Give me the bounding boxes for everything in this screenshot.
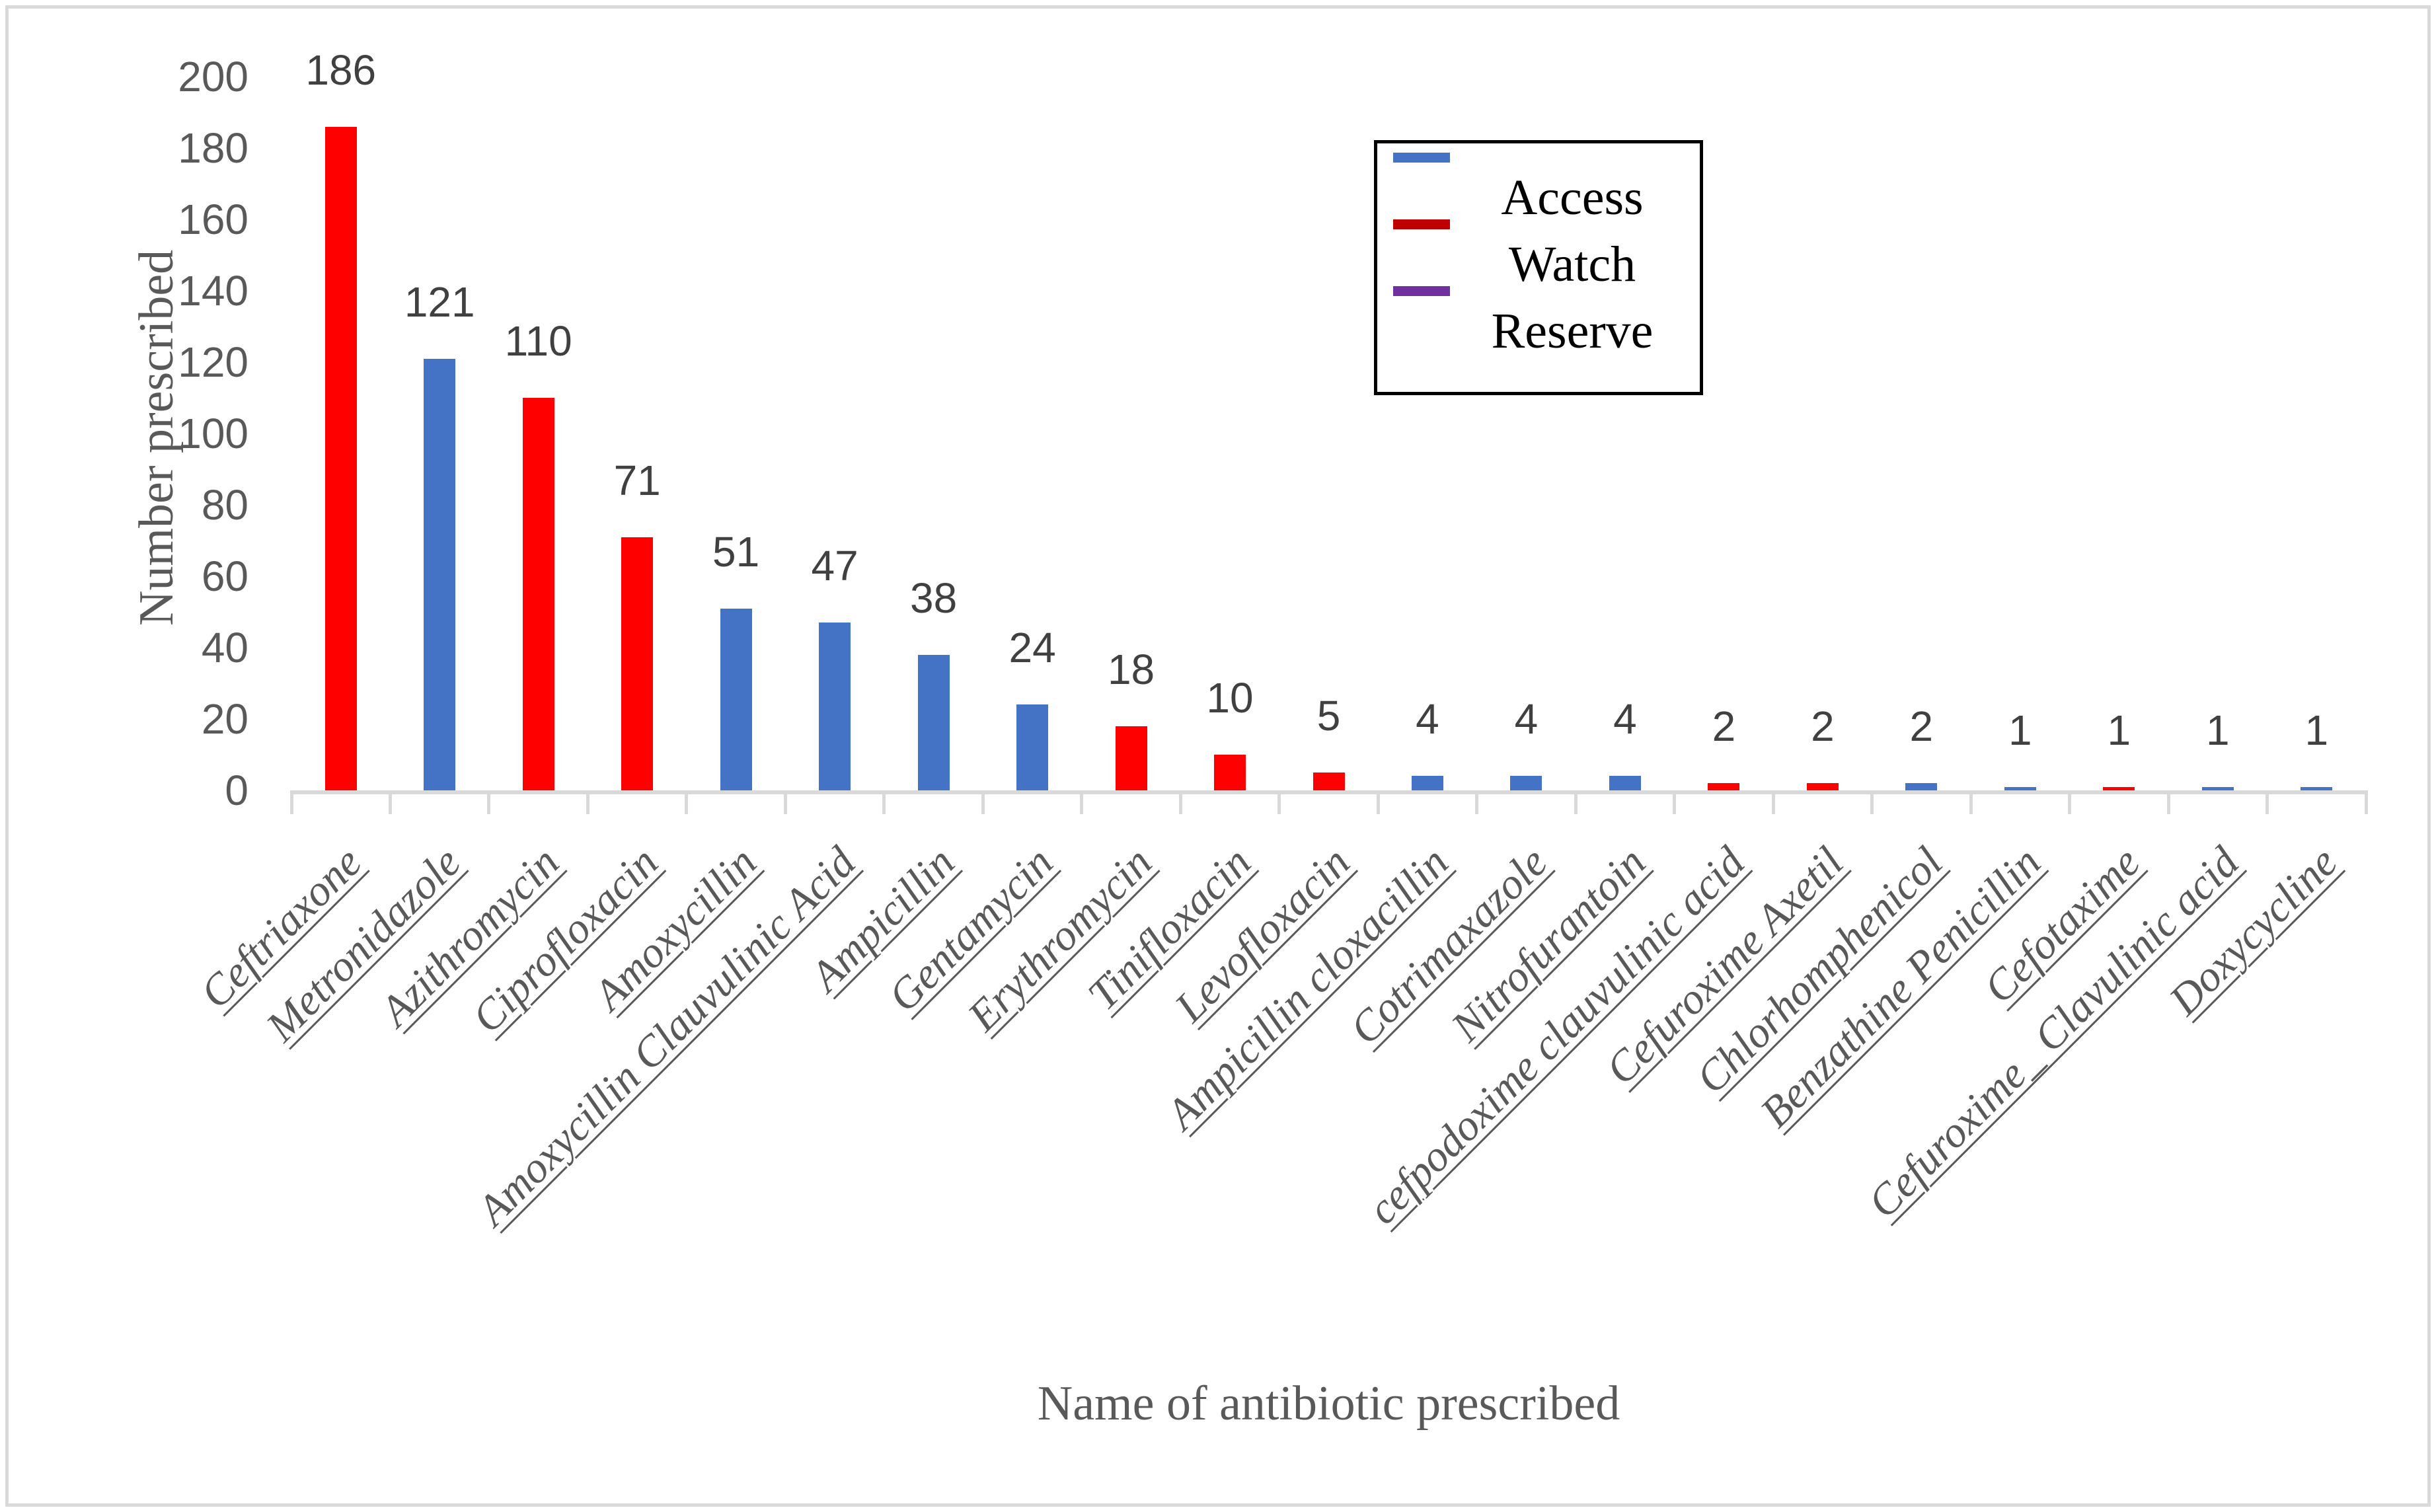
bar-Amoxycillin Clauvulinic Acid [819, 623, 851, 790]
bar-Ceftriaxone [324, 126, 357, 790]
bar-value-label-Chlorhomphenicol: 2 [1909, 702, 1934, 751]
x-axis-tick [586, 790, 590, 814]
x-axis-tick [1574, 790, 1578, 814]
bar-cefpodoxime clauvulinic acid [1708, 783, 1740, 790]
y-tick-label-0: 0 [225, 767, 248, 814]
bar-Ampicillin [917, 654, 950, 790]
y-tick-label-80: 80 [201, 481, 248, 529]
legend-label-access: Access [1501, 170, 1644, 225]
x-axis-tick [487, 790, 491, 814]
bar-Levofloxacin [1313, 773, 1345, 790]
legend-row-reserve: Reserve [1377, 281, 1700, 359]
bar-value-label-Amoxycillin: 51 [712, 527, 760, 576]
bar-Benzathine Penicillin [2004, 786, 2036, 790]
x-axis-tick [1475, 790, 1479, 814]
legend-swatch-watch [1393, 219, 1450, 229]
y-tick-label-160: 160 [178, 196, 248, 243]
bar-value-label-cefpodoxime clauvulinic acid: 2 [1712, 702, 1736, 751]
bar-value-label-Cotrimaxazole: 4 [1514, 695, 1539, 743]
x-axis-tick [2068, 790, 2072, 814]
y-tick-label-200: 200 [178, 53, 248, 100]
bar-Metronidazole [424, 358, 456, 790]
bar-value-label-Amoxycillin Clauvulinic Acid: 47 [811, 542, 858, 590]
x-axis-tick [783, 790, 787, 814]
x-axis-tick [2364, 790, 2368, 814]
bar-Doxycycline [2301, 786, 2333, 790]
legend-row-watch: Watch [1377, 214, 1700, 292]
y-tick-label-20: 20 [201, 695, 248, 743]
bar-value-label-Levofloxacin: 5 [1316, 692, 1341, 739]
bar-Cotrimaxazole [1510, 776, 1542, 790]
x-axis-tick [1376, 790, 1380, 814]
x-axis-tick [882, 790, 886, 814]
bar-Amoxycillin [720, 608, 752, 790]
bar-Cefuroxime_ Clavulinic acid [2201, 786, 2234, 790]
y-tick-label-180: 180 [178, 124, 248, 172]
legend-swatch-access [1393, 153, 1450, 163]
y-tick-label-140: 140 [178, 267, 248, 315]
x-axis-tick [1870, 790, 1874, 814]
x-axis-title: Name of antibiotic prescribed [1037, 1377, 1620, 1431]
legend-swatch-reserve [1393, 286, 1450, 296]
x-axis-tick [685, 790, 689, 814]
bar-value-label-Erythromycin: 18 [1107, 645, 1155, 693]
x-axis-tick [1178, 790, 1182, 814]
x-axis-tick [2166, 790, 2170, 814]
x-axis-tick [981, 790, 985, 814]
x-axis-tick [388, 790, 392, 814]
y-tick-label-100: 100 [178, 410, 248, 457]
bar-value-label-Metronidazole: 121 [404, 278, 475, 326]
bar-value-label-Benzathine Penicillin: 1 [2008, 706, 2032, 754]
x-axis-tick [1771, 790, 1775, 814]
bar-Cefotaxime [2103, 786, 2135, 790]
x-axis-line [291, 790, 2366, 794]
x-axis-tick [2265, 790, 2269, 814]
bar-value-label-Azithromycin: 110 [504, 317, 572, 365]
bar-value-label-Gentamycin: 24 [1009, 624, 1056, 672]
bar-Nitrofurantoin [1609, 776, 1641, 790]
bar-value-label-Cefotaxime: 1 [2107, 706, 2131, 754]
y-tick-label-40: 40 [201, 624, 248, 671]
legend-label-reserve: Reserve [1491, 303, 1654, 359]
bar-Cefuroxime Axetil [1806, 783, 1839, 790]
x-axis-tick [1080, 790, 1084, 814]
bar-value-label-Nitrofurantoin: 4 [1613, 695, 1637, 743]
y-tick-label-120: 120 [178, 338, 248, 386]
y-axis: 0 20 40 60 80 100 120 140 160 180 200 [0, 0, 248, 814]
bar-Azithromycin [522, 398, 554, 790]
bar-Chlorhomphenicol [1905, 783, 1938, 790]
x-axis-tick [1969, 790, 1973, 814]
x-axis-tick [1673, 790, 1677, 814]
bar-value-label-Doxycycline: 1 [2304, 706, 2329, 754]
bar-Gentamycin [1016, 704, 1049, 790]
bar-value-label-Tinifloxacin: 10 [1206, 674, 1254, 722]
bar-value-label-Ceftriaxone: 186 [305, 46, 377, 94]
bar-Ciprofloxacin [621, 537, 654, 790]
legend-label-watch: Watch [1508, 237, 1636, 292]
bar-value-label-Cefuroxime Axetil: 2 [1811, 702, 1835, 751]
bar-Erythromycin [1115, 726, 1147, 790]
x-axis-tick [289, 790, 293, 814]
bar-Tinifloxacin [1214, 755, 1246, 790]
y-tick-label-60: 60 [201, 552, 248, 600]
bar-value-label-Ampicillin cloxacillin: 4 [1416, 695, 1439, 743]
plot-area: 186 Ceftriaxone 121 Metronidazole 110 Azithro… [191, 0, 2368, 1234]
x-axis-tick [1277, 790, 1281, 814]
legend: Access Watch Reserve [1374, 140, 1703, 395]
bar-value-label-Ampicillin: 38 [909, 574, 958, 622]
bar-value-label-Cefuroxime_ Clavulinic acid: 1 [2205, 706, 2230, 754]
bar-value-label-Ciprofloxacin: 71 [613, 456, 661, 504]
legend-row-access: Access [1377, 147, 1700, 225]
bar-Ampicillin cloxacillin [1411, 776, 1443, 790]
